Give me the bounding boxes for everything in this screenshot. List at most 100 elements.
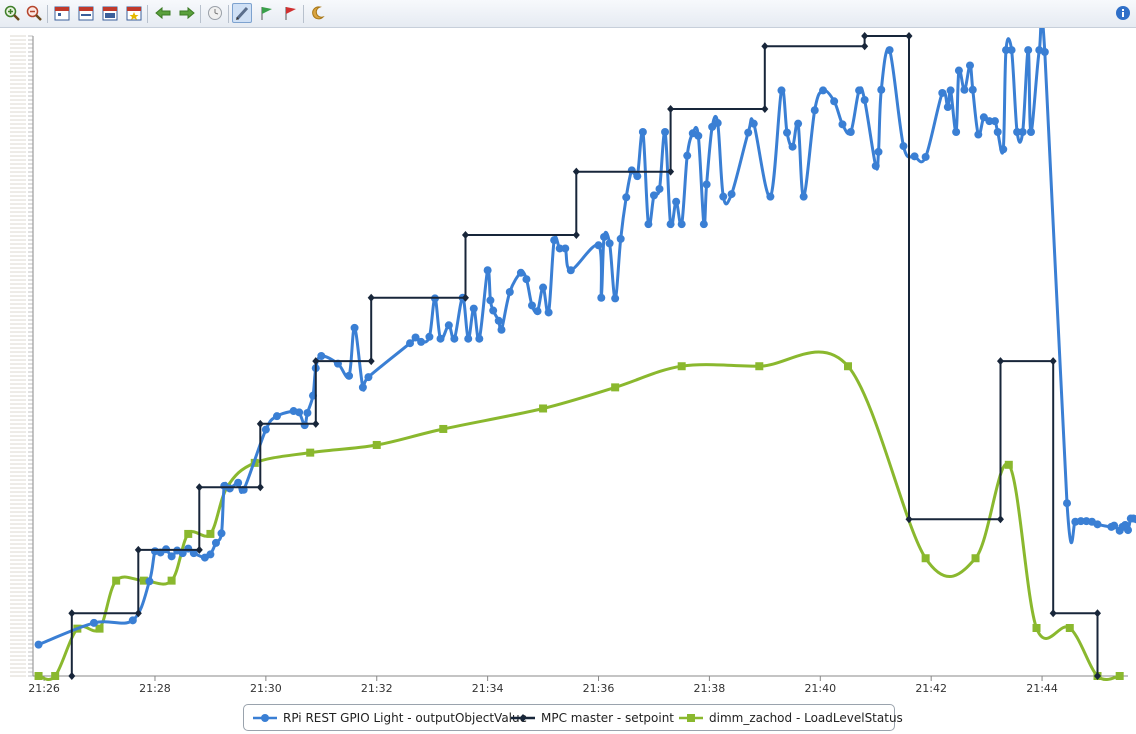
- data-point: [749, 119, 758, 128]
- flag-red-icon[interactable]: [280, 3, 300, 23]
- data-point: [667, 167, 675, 176]
- data-point: [317, 352, 326, 360]
- data-point: [838, 120, 847, 129]
- zoom-out-icon[interactable]: [24, 3, 44, 23]
- data-point: [450, 334, 459, 343]
- info-icon[interactable]: [1113, 3, 1133, 23]
- data-point: [234, 478, 243, 487]
- data-point: [1026, 128, 1035, 136]
- data-point: [996, 357, 1004, 366]
- clock-icon[interactable]: [205, 3, 225, 23]
- data-point: [783, 128, 792, 137]
- data-point: [1002, 46, 1011, 55]
- data-point: [272, 412, 281, 421]
- legend-label: MPC master - setpoint: [541, 711, 675, 725]
- data-point: [256, 483, 264, 492]
- data-point: [899, 142, 908, 151]
- data-point: [633, 172, 642, 181]
- calendar-month-icon[interactable]: [100, 3, 120, 23]
- series-1: [68, 32, 1102, 680]
- data-point: [184, 529, 193, 538]
- data-point: [667, 104, 675, 113]
- x-tick-label: 21:30: [250, 682, 282, 695]
- data-point: [677, 220, 686, 229]
- data-point: [367, 293, 375, 302]
- calendar-star-icon[interactable]: [124, 3, 144, 23]
- data-point: [622, 193, 631, 202]
- data-point: [483, 266, 492, 275]
- data-point: [345, 371, 354, 380]
- data-point: [1094, 609, 1102, 618]
- data-point: [312, 357, 320, 366]
- x-tick-label: 21:28: [139, 682, 171, 695]
- flag-green-icon[interactable]: [256, 3, 276, 23]
- data-point: [1093, 520, 1102, 529]
- data-point: [444, 321, 453, 330]
- data-point: [417, 337, 426, 346]
- data-point: [627, 166, 636, 175]
- data-point: [489, 306, 498, 315]
- data-point: [1063, 499, 1072, 508]
- diamond-icon: [511, 714, 535, 722]
- data-point: [702, 180, 711, 189]
- data-point: [661, 128, 670, 136]
- data-point: [134, 545, 142, 554]
- data-point: [744, 128, 753, 137]
- data-point: [475, 334, 484, 343]
- data-point: [999, 145, 1008, 154]
- circle-icon: [253, 714, 277, 722]
- zoom-in-icon[interactable]: [2, 3, 22, 23]
- data-point: [719, 192, 728, 201]
- edit-pen-icon[interactable]: [232, 3, 252, 23]
- calendar-day-icon[interactable]: [52, 3, 72, 23]
- data-point: [1007, 46, 1016, 55]
- data-point: [871, 161, 880, 170]
- moon-icon[interactable]: [308, 3, 328, 23]
- data-point: [605, 239, 614, 248]
- data-point: [217, 529, 226, 538]
- data-point: [794, 119, 803, 128]
- data-point: [694, 131, 703, 140]
- data-point: [350, 323, 359, 332]
- data-point: [497, 325, 506, 334]
- legend-marker: [519, 714, 527, 722]
- data-point: [938, 88, 947, 97]
- data-point: [539, 283, 548, 292]
- data-point: [946, 86, 955, 95]
- data-point: [312, 419, 320, 428]
- data-point: [943, 103, 952, 112]
- data-point: [788, 142, 797, 151]
- series-2: [34, 350, 1124, 682]
- data-point: [616, 234, 625, 243]
- arrow-right-icon[interactable]: [177, 3, 197, 23]
- data-point: [921, 152, 930, 161]
- data-point: [921, 554, 930, 563]
- data-point: [206, 550, 215, 559]
- data-point: [761, 104, 769, 113]
- data-point: [777, 86, 786, 95]
- x-tick-label: 21:44: [1026, 682, 1058, 695]
- data-point: [846, 128, 855, 136]
- calendar-week-icon[interactable]: [76, 3, 96, 23]
- data-point: [167, 576, 176, 585]
- data-point: [952, 128, 961, 136]
- square-icon: [679, 714, 703, 722]
- arrow-left-icon[interactable]: [153, 3, 173, 23]
- data-point: [550, 236, 559, 245]
- data-point: [905, 32, 913, 40]
- data-point: [874, 147, 883, 156]
- data-point: [844, 362, 853, 371]
- data-point: [1049, 357, 1057, 366]
- chart-toolbar: [0, 0, 1136, 28]
- data-point: [436, 334, 445, 343]
- series-line: [70, 35, 1099, 676]
- data-point: [644, 220, 653, 229]
- data-point: [597, 293, 606, 302]
- data-point: [566, 266, 575, 275]
- data-point: [439, 424, 448, 433]
- data-point: [95, 624, 104, 633]
- data-point: [638, 128, 647, 136]
- data-point: [965, 61, 974, 70]
- legend-marker: [261, 714, 269, 722]
- data-point: [295, 408, 304, 417]
